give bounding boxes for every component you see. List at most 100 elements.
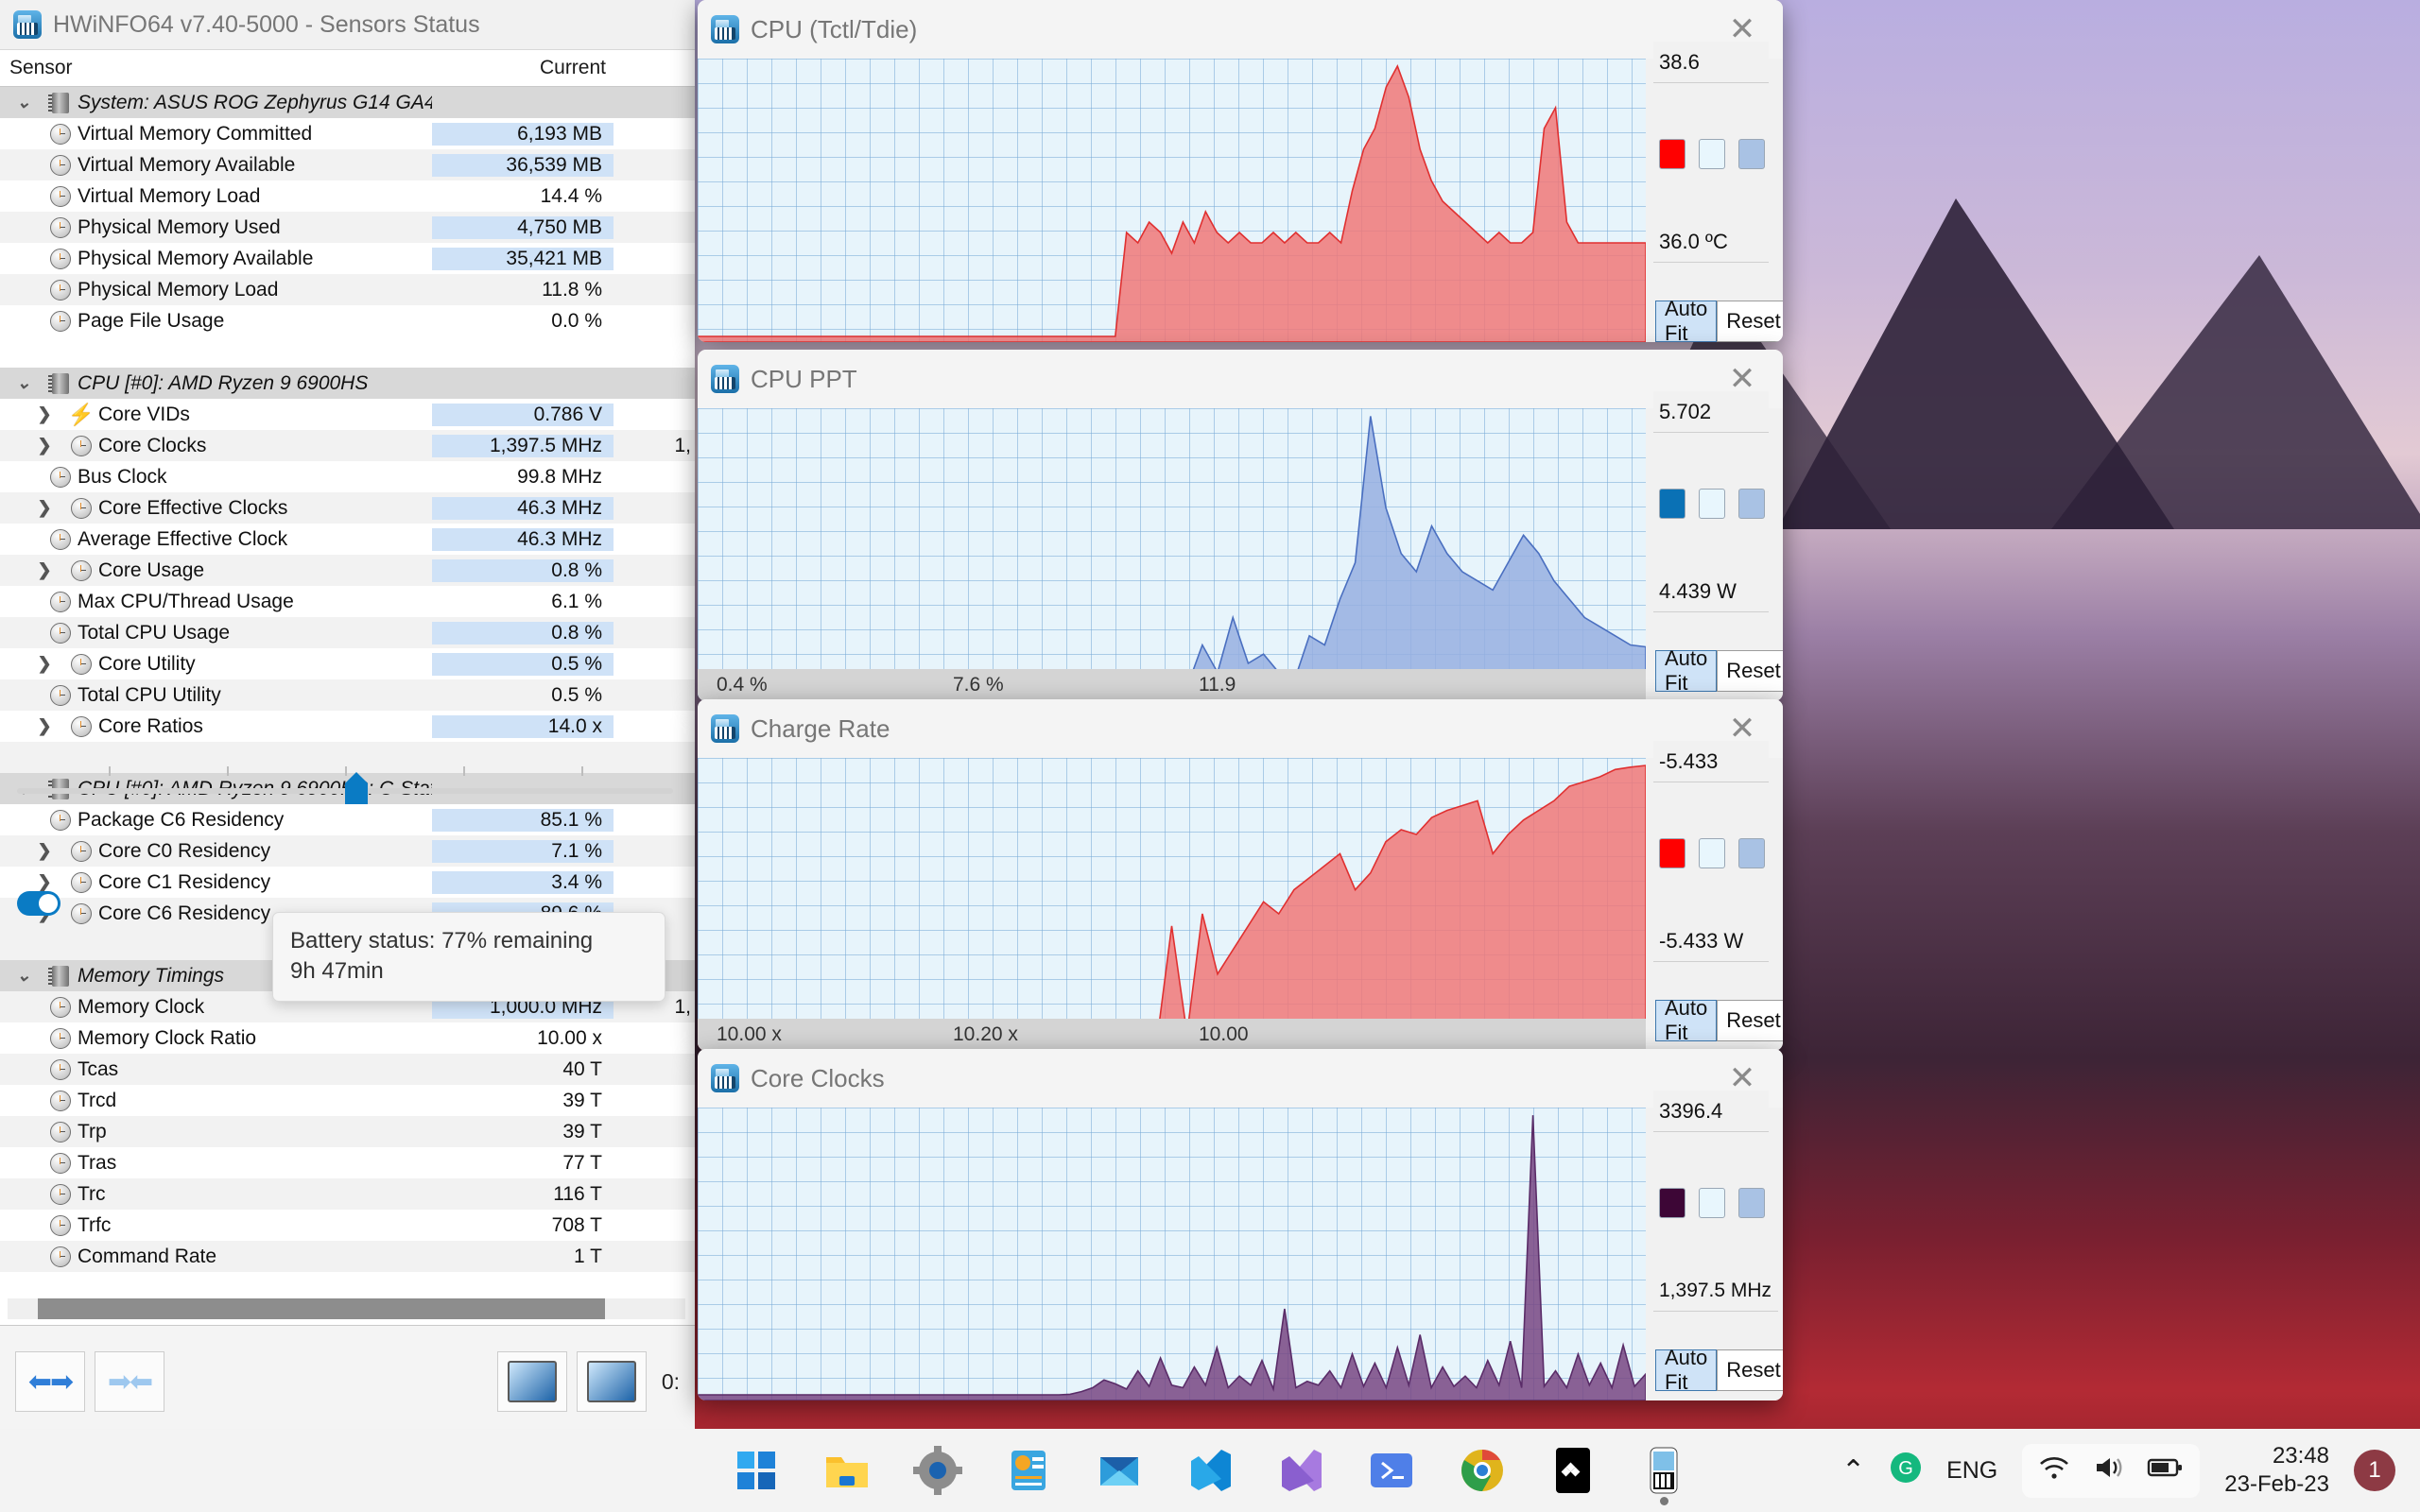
- armoury-crate-icon[interactable]: [1004, 1446, 1053, 1495]
- graph-window-cpu-ppt[interactable]: CPU PPT ✕ 0.4 % 7.6 % 11.9 5.702 4.439 W…: [698, 350, 1783, 701]
- close-icon[interactable]: ✕: [1728, 361, 1756, 397]
- graph-titlebar[interactable]: CPU PPT ✕: [698, 350, 1783, 408]
- chevron-right-icon[interactable]: ❯: [37, 716, 52, 735]
- hwinfo-toolbar[interactable]: ⬅➡ ➡⬅ 0:: [0, 1325, 695, 1437]
- wifi-icon[interactable]: [2037, 1453, 2071, 1488]
- reset-button[interactable]: Reset: [1717, 1000, 1783, 1041]
- sensor-row[interactable]: Trc 116 T: [0, 1178, 695, 1210]
- chevron-down-icon[interactable]: ⌄: [16, 93, 31, 112]
- background-color-swatch[interactable]: [1699, 489, 1725, 519]
- sensor-row[interactable]: ❯ Core C1 Residency 3.4 %: [0, 867, 695, 898]
- run-on-startup-toggle[interactable]: [17, 891, 60, 916]
- series-color-swatch[interactable]: [1659, 838, 1685, 868]
- auto-fit-button[interactable]: Auto Fit: [1655, 996, 1718, 1044]
- graph-sidebar[interactable]: 3396.4 1,397.5 MHz Auto Fit Reset 1235.3: [1646, 1091, 1783, 1400]
- file-explorer-icon[interactable]: [822, 1446, 872, 1495]
- tray-expand-icon[interactable]: ⌃: [1841, 1454, 1866, 1486]
- auto-fit-button[interactable]: Auto Fit: [1655, 646, 1718, 695]
- sensor-row[interactable]: Bus Clock 99.8 MHz: [0, 461, 695, 492]
- graph-plot-area[interactable]: [698, 1108, 1646, 1400]
- clock[interactable]: 23:48 23-Feb-23: [2224, 1442, 2329, 1499]
- graph-plot-area[interactable]: 0.4 % 7.6 % 11.9: [698, 408, 1646, 701]
- sensor-row[interactable]: ❯ Core Utility 0.5 %: [0, 648, 695, 679]
- language-indicator[interactable]: ENG: [1946, 1456, 1998, 1484]
- chrome-icon[interactable]: [1458, 1446, 1507, 1495]
- battery-icon[interactable]: [2147, 1454, 2185, 1487]
- sensor-row[interactable]: Virtual Memory Available 36,539 MB: [0, 149, 695, 180]
- graph-button-row[interactable]: Auto Fit Reset: [1655, 996, 1783, 1044]
- sensor-row[interactable]: Tras 77 T: [0, 1147, 695, 1178]
- column-header-current[interactable]: Current: [539, 57, 606, 78]
- ghelper-tray-icon[interactable]: G: [1890, 1452, 1922, 1490]
- grid-color-swatch[interactable]: [1738, 1188, 1765, 1218]
- sensor-row[interactable]: Total CPU Utility 0.5 %: [0, 679, 695, 711]
- chevron-right-icon[interactable]: ❯: [37, 560, 52, 579]
- sensor-layout-button[interactable]: [576, 1351, 647, 1412]
- reset-button[interactable]: Reset: [1717, 1349, 1783, 1391]
- notification-badge[interactable]: 1: [2354, 1450, 2395, 1491]
- chevron-right-icon[interactable]: ❯: [37, 436, 52, 455]
- chevron-right-icon[interactable]: ❯: [37, 404, 52, 423]
- reset-button[interactable]: Reset: [1717, 650, 1783, 692]
- sensor-row[interactable]: Max CPU/Thread Usage 6.1 %: [0, 586, 695, 617]
- grid-color-swatch[interactable]: [1738, 838, 1765, 868]
- graph-color-swatches[interactable]: [1659, 1188, 1765, 1218]
- sensor-row[interactable]: Tcas 40 T: [0, 1054, 695, 1085]
- graph-window-charge-rate[interactable]: Charge Rate ✕ 10.00 x 10.20 x 10.00 -5.4…: [698, 699, 1783, 1051]
- graph-button-row[interactable]: Auto Fit Reset: [1655, 1346, 1783, 1394]
- sensor-row[interactable]: Trp 39 T: [0, 1116, 695, 1147]
- sensor-group-row[interactable]: ⌄ System: ASUS ROG Zephyrus G14 GA402RK_.…: [0, 87, 695, 118]
- close-icon[interactable]: ✕: [1728, 711, 1756, 747]
- sensor-logging-button[interactable]: [496, 1351, 567, 1412]
- sensor-row[interactable]: Physical Memory Load 11.8 %: [0, 274, 695, 305]
- sensor-row[interactable]: ❯ Core Effective Clocks 46.3 MHz: [0, 492, 695, 524]
- close-icon[interactable]: ✕: [1728, 11, 1756, 47]
- slider-knob[interactable]: [345, 772, 368, 804]
- sensor-row[interactable]: Command Rate 1 T: [0, 1241, 695, 1272]
- expand-columns-button[interactable]: ⬅➡: [15, 1351, 85, 1412]
- mail-icon[interactable]: [1095, 1446, 1144, 1495]
- graph-titlebar[interactable]: Charge Rate ✕: [698, 699, 1783, 758]
- graph-color-swatches[interactable]: [1659, 489, 1765, 519]
- grid-color-swatch[interactable]: [1738, 139, 1765, 169]
- volume-icon[interactable]: [2092, 1453, 2126, 1488]
- background-color-swatch[interactable]: [1699, 139, 1725, 169]
- graph-plot-area[interactable]: [698, 59, 1646, 342]
- scrollbar-thumb[interactable]: [38, 1298, 605, 1319]
- graph-button-row[interactable]: Auto Fit Reset: [1655, 297, 1783, 342]
- series-color-swatch[interactable]: [1659, 1188, 1685, 1218]
- taskbar-tray[interactable]: ⌃ G ENG 23:48 23-Feb-23 1: [1841, 1442, 2395, 1499]
- sensor-row[interactable]: [0, 336, 695, 368]
- collapse-columns-button[interactable]: ➡⬅: [95, 1351, 164, 1412]
- hwinfo-window[interactable]: HWiNFO64 v7.40-5000 - Sensors Status Sen…: [0, 0, 695, 1437]
- taskbar[interactable]: ⌃ G ENG 23:48 23-Feb-23 1: [0, 1429, 2420, 1512]
- series-color-swatch[interactable]: [1659, 489, 1685, 519]
- sensor-row[interactable]: Total CPU Usage 0.8 %: [0, 617, 695, 648]
- vscode-icon[interactable]: [1185, 1446, 1235, 1495]
- graph-titlebar[interactable]: Core Clocks ✕: [698, 1049, 1783, 1108]
- sensor-row[interactable]: ❯ Core Usage 0.8 %: [0, 555, 695, 586]
- series-color-swatch[interactable]: [1659, 139, 1685, 169]
- hwinfo-icon[interactable]: [1639, 1446, 1688, 1505]
- sensor-row[interactable]: Virtual Memory Committed 6,193 MB: [0, 118, 695, 149]
- taskbar-app-icons[interactable]: [732, 1446, 1688, 1505]
- hwinfo-titlebar[interactable]: HWiNFO64 v7.40-5000 - Sensors Status: [0, 0, 695, 50]
- graph-window-cpu-temp[interactable]: CPU (Tctl/Tdie) ✕ 38.6 36.0 ºC Auto Fit …: [698, 0, 1783, 342]
- powershell-icon[interactable]: [1367, 1446, 1416, 1495]
- chevron-down-icon[interactable]: ⌄: [16, 966, 31, 985]
- chevron-right-icon[interactable]: ❯: [37, 841, 52, 860]
- graph-sidebar[interactable]: 5.702 4.439 W Auto Fit Reset 4.174: [1646, 391, 1783, 701]
- horizontal-scrollbar[interactable]: [8, 1298, 685, 1319]
- graph-sidebar[interactable]: 38.6 36.0 ºC Auto Fit Reset 36.0: [1646, 42, 1783, 342]
- chevron-right-icon[interactable]: ❯: [37, 872, 52, 891]
- battery-limit-slider[interactable]: [17, 766, 673, 804]
- sensor-row[interactable]: Virtual Memory Load 14.4 %: [0, 180, 695, 212]
- tidal-icon[interactable]: [1548, 1446, 1598, 1495]
- graph-plot-area[interactable]: 10.00 x 10.20 x 10.00: [698, 758, 1646, 1051]
- sensor-row[interactable]: ❯ Core Clocks 1,397.5 MHz 1,: [0, 430, 695, 461]
- sensor-row[interactable]: ❯ Core C0 Residency 7.1 %: [0, 835, 695, 867]
- background-color-swatch[interactable]: [1699, 1188, 1725, 1218]
- sensor-group-row[interactable]: ⌄ CPU [#0]: AMD Ryzen 9 6900HS: [0, 368, 695, 399]
- grid-color-swatch[interactable]: [1738, 489, 1765, 519]
- tray-quick-settings[interactable]: [2022, 1443, 2201, 1498]
